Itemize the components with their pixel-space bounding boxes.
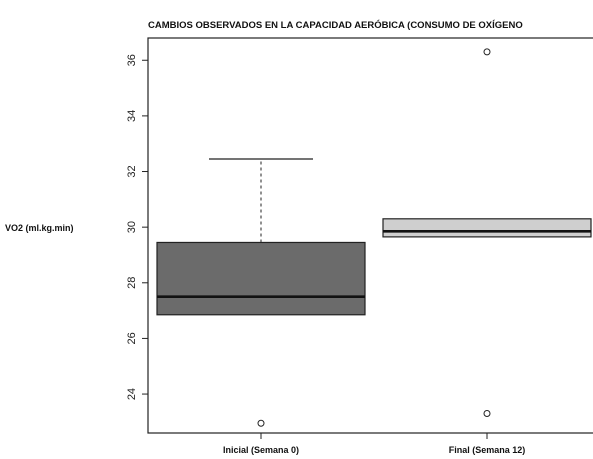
outlier-0-0: [257, 419, 265, 427]
boxes-group: [156, 48, 592, 427]
x-tick-label-1: Final (Semana 12): [449, 445, 526, 455]
y-tick-label-1: 26: [126, 332, 138, 344]
chart-title: CAMBIOS OBSERVADOS EN LA CAPACIDAD AERÓB…: [148, 19, 523, 31]
x-tick-label-0: Inicial (Semana 0): [223, 445, 299, 455]
y-tick-label-3: 30: [126, 221, 138, 233]
y-axis-label: VO2 (ml.kg.min): [5, 223, 74, 233]
y-axis: 24 26 28 30 32 34 36: [126, 54, 148, 400]
outlier-1-1: [483, 410, 491, 418]
x-axis: Inicial (Semana 0) Final (Semana 12): [223, 433, 525, 455]
y-tick-label-6: 36: [126, 54, 138, 66]
plot-border: [147, 37, 593, 434]
box-0: [156, 241, 366, 316]
y-tick-label-5: 34: [126, 110, 138, 122]
box-1: [382, 218, 592, 238]
outlier-1-0: [483, 48, 491, 56]
plot-frame: [147, 37, 593, 434]
y-tick-label-2: 28: [126, 277, 138, 289]
y-tick-label-4: 32: [126, 165, 138, 177]
y-tick-label-0: 24: [126, 388, 138, 400]
